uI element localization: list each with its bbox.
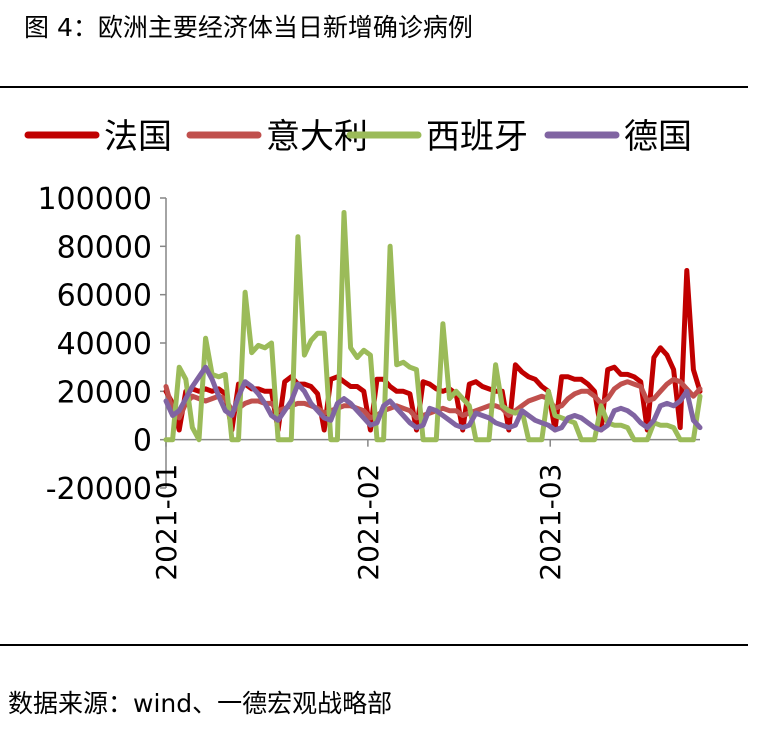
y-tick-label: 0 bbox=[133, 424, 152, 459]
y-tick-label: 60000 bbox=[57, 279, 152, 314]
x-tick-label: 2021-01 bbox=[150, 464, 183, 581]
y-tick-label: 40000 bbox=[57, 327, 152, 362]
legend-item: 法国 bbox=[24, 117, 172, 157]
legend-item: 意大利 bbox=[186, 117, 368, 157]
x-tick-label: 2021-02 bbox=[352, 464, 385, 581]
y-tick-label: 80000 bbox=[57, 230, 152, 265]
legend-item: 西班牙 bbox=[346, 117, 528, 157]
series-group bbox=[163, 210, 703, 443]
x-tick-label: 2021-03 bbox=[534, 464, 567, 581]
source-note: 数据来源：wind、一德宏观战略部 bbox=[8, 689, 393, 718]
series-line bbox=[163, 364, 703, 433]
y-axis: 100000 80000 60000 40000 20000 0 -20000 bbox=[37, 182, 167, 507]
y-tick-label: -20000 bbox=[46, 472, 152, 507]
x-axis: 2021-01 2021-02 2021-03 bbox=[150, 438, 700, 581]
legend-label: 西班牙 bbox=[426, 117, 528, 157]
y-tick-label: 100000 bbox=[37, 182, 152, 217]
figure-title: 图 4：欧洲主要经济体当日新增确诊病例 bbox=[24, 13, 473, 42]
bottom-rule bbox=[0, 644, 748, 646]
legend-item: 德国 bbox=[544, 117, 692, 157]
legend-label: 德国 bbox=[624, 117, 692, 157]
y-tick-label: 20000 bbox=[57, 375, 152, 410]
series-line bbox=[163, 210, 703, 443]
legend: 法国 意大利 西班牙 德国 bbox=[24, 117, 692, 157]
legend-label: 法国 bbox=[104, 117, 172, 157]
cases-line-chart: 法国 意大利 西班牙 德国 100000 80000 60000 40000 20000 0 -2… bbox=[24, 117, 703, 581]
top-rule bbox=[0, 86, 748, 88]
